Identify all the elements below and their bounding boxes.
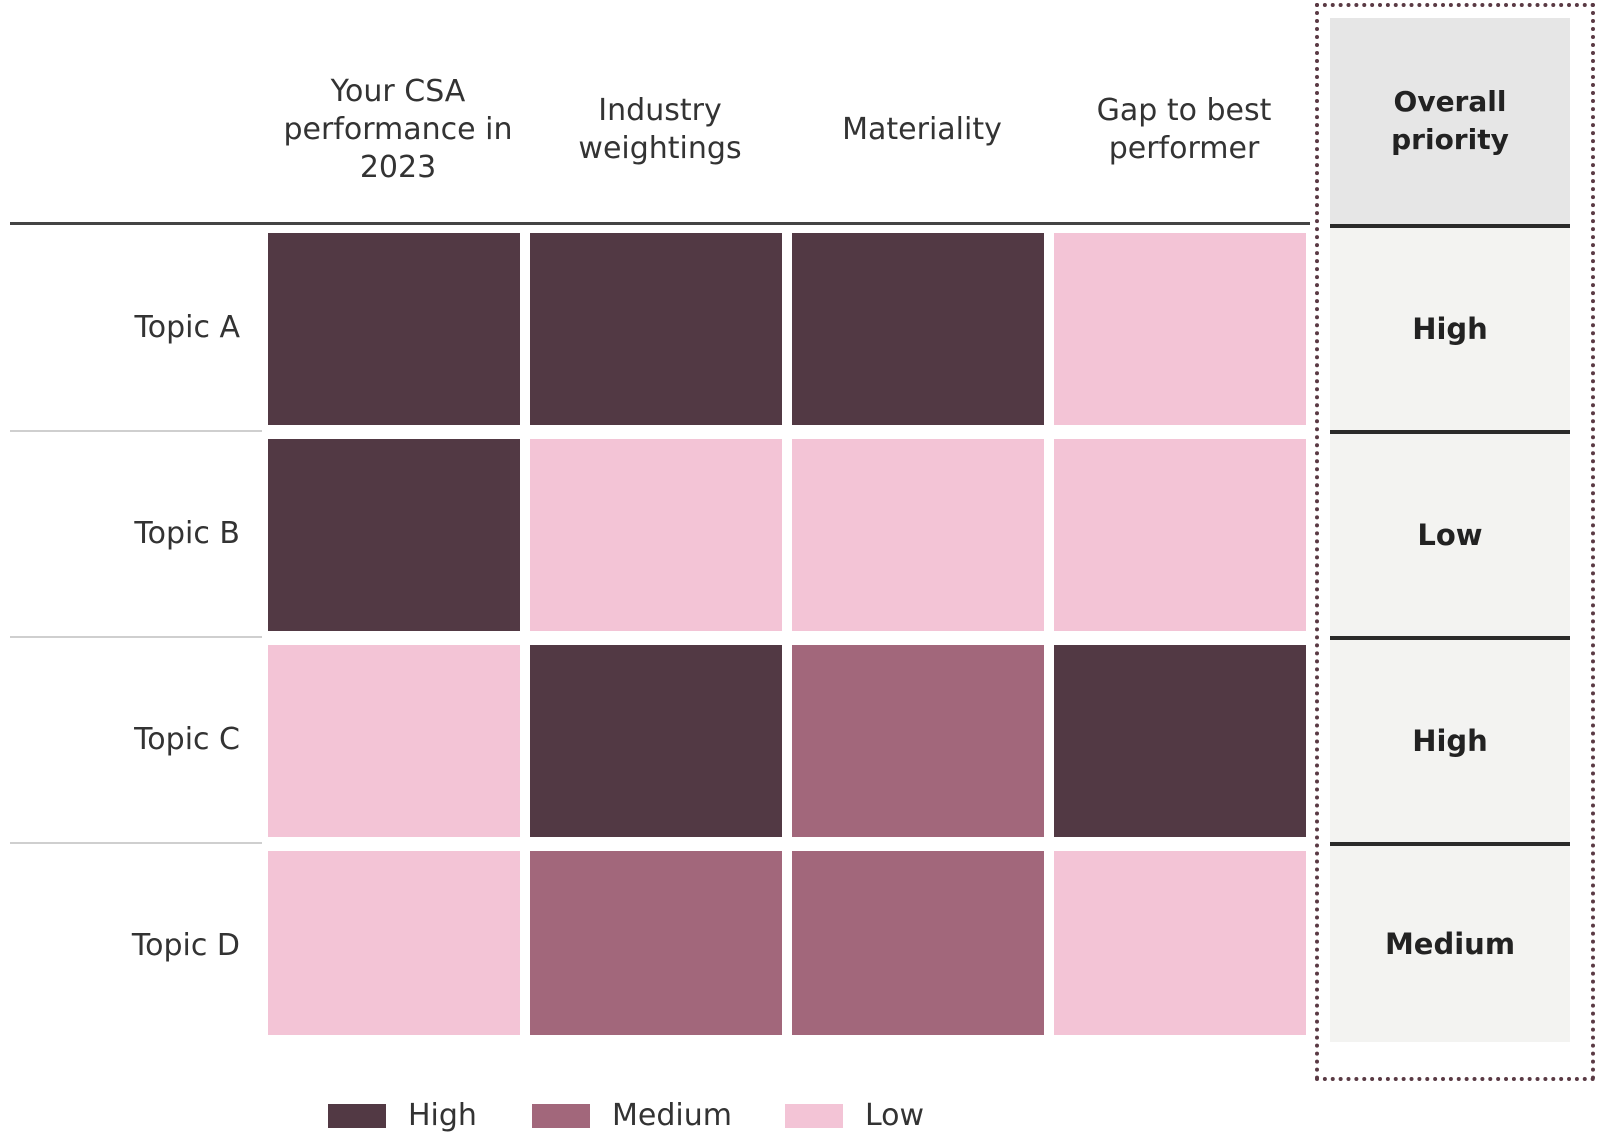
heatmap-cell-topic-b-col-3 <box>792 439 1044 631</box>
legend-item-medium: Medium <box>532 1098 732 1133</box>
legend-label-high: High <box>408 1098 477 1133</box>
heatmap-cell-topic-d-col-3 <box>792 851 1044 1035</box>
legend-swatch-high <box>328 1103 386 1128</box>
row-label-topic-b: Topic B <box>134 516 240 551</box>
heatmap-cell-topic-c-col-1 <box>268 645 520 837</box>
overall-priority-outline <box>1315 3 1595 1081</box>
legend-label-low: Low <box>865 1098 925 1133</box>
heatmap-cell-topic-a-col-2 <box>530 233 782 425</box>
overall-divider <box>1330 842 1570 846</box>
row-label-topic-a: Topic A <box>134 310 240 345</box>
column-header-industry-weightings: Industry weightings <box>578 93 742 166</box>
heatmap-cell-topic-a-col-3 <box>792 233 1044 425</box>
heatmap-cell-topic-b-col-1 <box>268 439 520 631</box>
overall-priority-topic-a: High <box>1330 228 1570 430</box>
row-divider <box>10 430 262 432</box>
overall-priority-header: Overall priority <box>1330 18 1570 224</box>
legend-item-high: High <box>328 1098 477 1133</box>
column-header-materiality: Materiality <box>842 112 1002 147</box>
heatmap-cell-topic-c-col-2 <box>530 645 782 837</box>
overall-divider <box>1330 224 1570 228</box>
overall-divider <box>1330 430 1570 434</box>
overall-divider <box>1330 636 1570 640</box>
row-label-topic-d: Topic D <box>131 928 240 963</box>
heatmap-cell-topic-a-col-4 <box>1054 233 1306 425</box>
heatmap-cell-topic-d-col-1 <box>268 851 520 1035</box>
heatmap-cell-topic-b-col-4 <box>1054 439 1306 631</box>
legend-item-low: Low <box>785 1098 924 1133</box>
column-header-csa-performance: Your CSA performance in 2023 <box>283 74 513 185</box>
row-divider <box>10 636 262 638</box>
heatmap-cell-topic-d-col-4 <box>1054 851 1306 1035</box>
header-divider <box>10 222 1310 225</box>
legend-swatch-low <box>785 1103 843 1128</box>
row-divider <box>10 842 262 844</box>
overall-priority-topic-c: High <box>1330 640 1570 842</box>
overall-priority-topic-d: Medium <box>1330 846 1570 1042</box>
legend-label-medium: Medium <box>612 1098 732 1133</box>
heatmap-cell-topic-d-col-2 <box>530 851 782 1035</box>
column-header-gap-to-best: Gap to best performer <box>1096 93 1272 166</box>
heatmap-cell-topic-c-col-3 <box>792 645 1044 837</box>
heatmap-cell-topic-c-col-4 <box>1054 645 1306 837</box>
legend-swatch-medium <box>532 1103 590 1128</box>
row-label-topic-c: Topic C <box>134 722 240 757</box>
heatmap-cell-topic-b-col-2 <box>530 439 782 631</box>
heatmap-cell-topic-a-col-1 <box>268 233 520 425</box>
overall-priority-topic-b: Low <box>1330 434 1570 636</box>
